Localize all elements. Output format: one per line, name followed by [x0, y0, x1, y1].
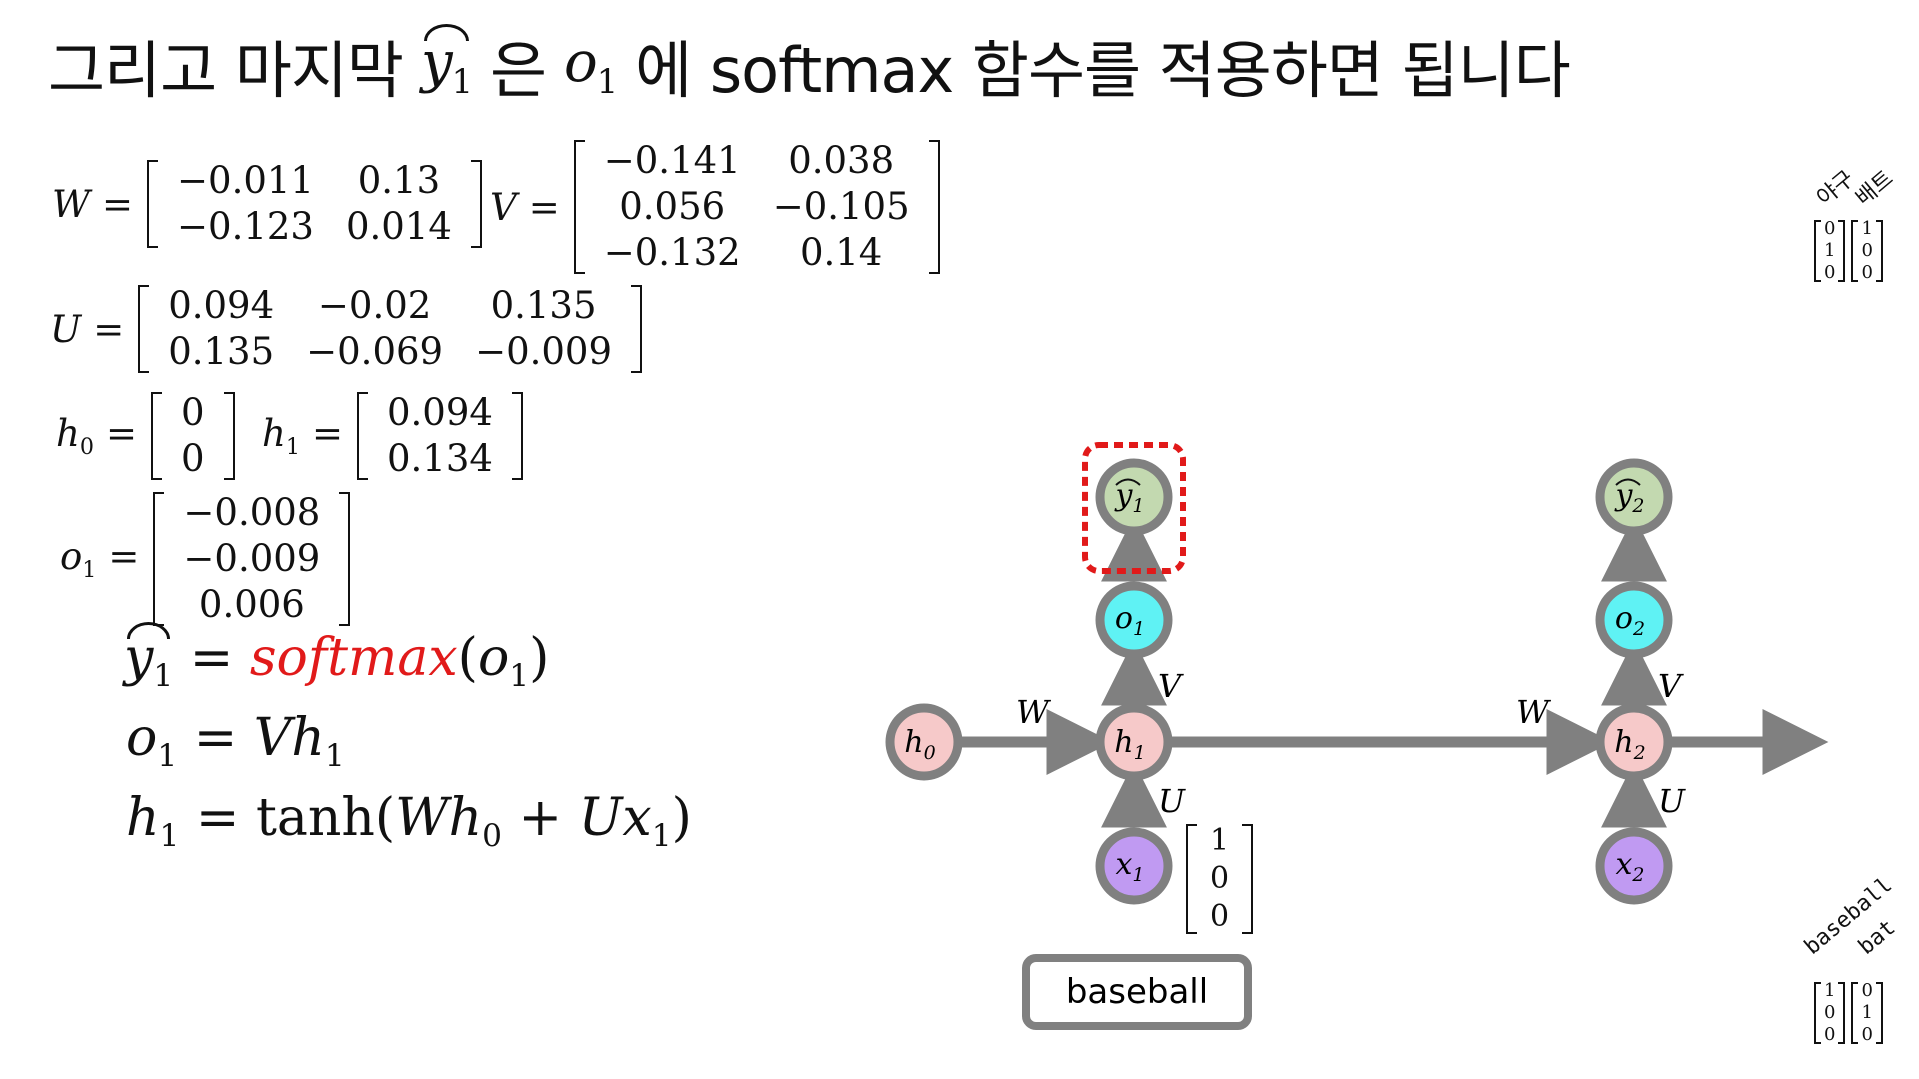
v-matrix: V = −0.141 0.038 0.056 −0.105 −0.132 0.14 — [490, 138, 940, 276]
node-h1: h1 — [1095, 703, 1173, 781]
u-cell: 0.135 — [490, 284, 597, 327]
side-vector-cell: 0 — [1824, 262, 1836, 283]
node-y2: y2 — [1595, 458, 1673, 536]
u-cell: 0.094 — [168, 284, 275, 327]
v-cell: 0.14 — [799, 231, 883, 274]
side-vector-cell: 0 — [1861, 980, 1873, 1001]
v-cell: −0.105 — [772, 185, 910, 228]
vector-cell: 0 — [1210, 899, 1230, 934]
node-x2: x2 — [1595, 827, 1673, 905]
u-cell: −0.069 — [306, 330, 444, 373]
side-vector-cell: 0 — [1861, 240, 1873, 261]
w-matrix: W = −0.011 0.13 −0.123 0.014 — [52, 158, 482, 250]
v-cell: 0.038 — [788, 139, 895, 182]
u-cell: −0.02 — [317, 284, 432, 327]
equation-softmax: y1 = softmax(o1) — [124, 622, 550, 694]
equation-o1: o1 = Vh1 — [126, 708, 345, 774]
node-o2: o2 — [1595, 581, 1673, 659]
h0-cell: 0 — [180, 437, 205, 480]
node-h0: h0 — [885, 703, 963, 781]
w-matrix-body: −0.011 0.13 −0.123 0.014 — [161, 158, 468, 250]
svg-text:y2: y2 — [1613, 478, 1644, 517]
side-vector-cell: 0 — [1824, 1002, 1836, 1023]
label-v-1: V — [1158, 667, 1184, 705]
v-cell: −0.141 — [603, 139, 741, 182]
input-word: baseball — [1066, 972, 1208, 1012]
o1-vector: o1 = −0.008 −0.009 0.006 — [60, 490, 351, 628]
side-vector-cell: 0 — [1824, 1024, 1836, 1045]
svg-text:y1: y1 — [1113, 478, 1144, 517]
h1-cell: 0.094 — [386, 391, 493, 434]
node-y1: y1 — [1095, 458, 1173, 536]
vector-cell: 1 — [1210, 823, 1230, 858]
w-cell: −0.123 — [177, 205, 314, 248]
vector-cell: 0 — [1210, 861, 1230, 896]
title-text-3: 에 softmax 함수를 적용하면 됩니다 — [635, 34, 1571, 107]
o1-cell: −0.008 — [183, 491, 321, 534]
side-vector-cell: 1 — [1824, 980, 1836, 1001]
label-u-1: U — [1158, 782, 1186, 820]
u-cell: −0.009 — [475, 330, 613, 373]
svg-text:o2: o2 — [1615, 601, 1645, 640]
u-matrix: U = 0.094 −0.02 0.135 0.135 −0.069 −0.009 — [50, 283, 642, 375]
svg-text:x2: x2 — [1615, 847, 1644, 886]
svg-text:o1: o1 — [1115, 601, 1145, 640]
side-vector-cell: 0 — [1861, 262, 1873, 283]
h1-vector-body: 0.094 0.134 — [371, 390, 509, 482]
title-o1: o1 — [564, 29, 618, 101]
u-matrix-body: 0.094 −0.02 0.135 0.135 −0.069 −0.009 — [152, 283, 628, 375]
svg-text:h2: h2 — [1614, 725, 1645, 764]
svg-text:x1: x1 — [1115, 847, 1144, 886]
side-vector-cell: 0 — [1861, 1024, 1873, 1045]
h1-vector: h1 = 0.094 0.134 — [262, 390, 523, 482]
node-h2: h2 — [1595, 703, 1673, 781]
equation-h1: h1 = tanh(Wh0 + Ux1) — [126, 788, 692, 854]
w-cell: −0.011 — [177, 159, 314, 202]
h1-cell: 0.134 — [386, 437, 493, 480]
u-cell: 0.135 — [168, 330, 275, 373]
title-text-1: 그리고 마지막 — [48, 34, 404, 107]
slide-title: 그리고 마지막 y1 은 o1 에 softmax 함수를 적용하면 됩니다 — [48, 20, 1571, 110]
side-vector-cell: 0 — [1824, 218, 1836, 239]
label-w-2: W — [1516, 693, 1552, 731]
side-vector-cell: 1 — [1861, 1002, 1873, 1023]
v-matrix-body: −0.141 0.038 0.056 −0.105 −0.132 0.14 — [588, 138, 926, 276]
y1-highlight-box — [1082, 442, 1186, 574]
label-u-2: U — [1658, 782, 1686, 820]
title-y1-hat: y1 — [420, 23, 473, 101]
label-w-1: W — [1016, 693, 1052, 731]
v-cell: 0.056 — [619, 185, 726, 228]
svg-text:h1: h1 — [1114, 725, 1145, 764]
node-o1: o1 — [1095, 581, 1173, 659]
o1-cell: 0.006 — [198, 583, 305, 626]
input-word-box — [1022, 954, 1252, 1030]
node-x1: x1 — [1095, 827, 1173, 905]
h0-cell: 0 — [180, 391, 205, 434]
w-cell: 0.014 — [345, 205, 452, 248]
side-vector-cell: 1 — [1861, 218, 1873, 239]
o1-cell: −0.009 — [183, 537, 321, 580]
softmax-text: softmax — [249, 628, 458, 688]
title-text-2: 은 — [489, 34, 547, 107]
w-cell: 0.13 — [357, 159, 441, 202]
v-cell: −0.132 — [603, 231, 741, 274]
svg-text:h0: h0 — [904, 725, 935, 764]
o1-vector-body: −0.008 −0.009 0.006 — [167, 490, 336, 628]
label-v-2: V — [1658, 667, 1684, 705]
side-vector-cell: 1 — [1824, 240, 1836, 261]
